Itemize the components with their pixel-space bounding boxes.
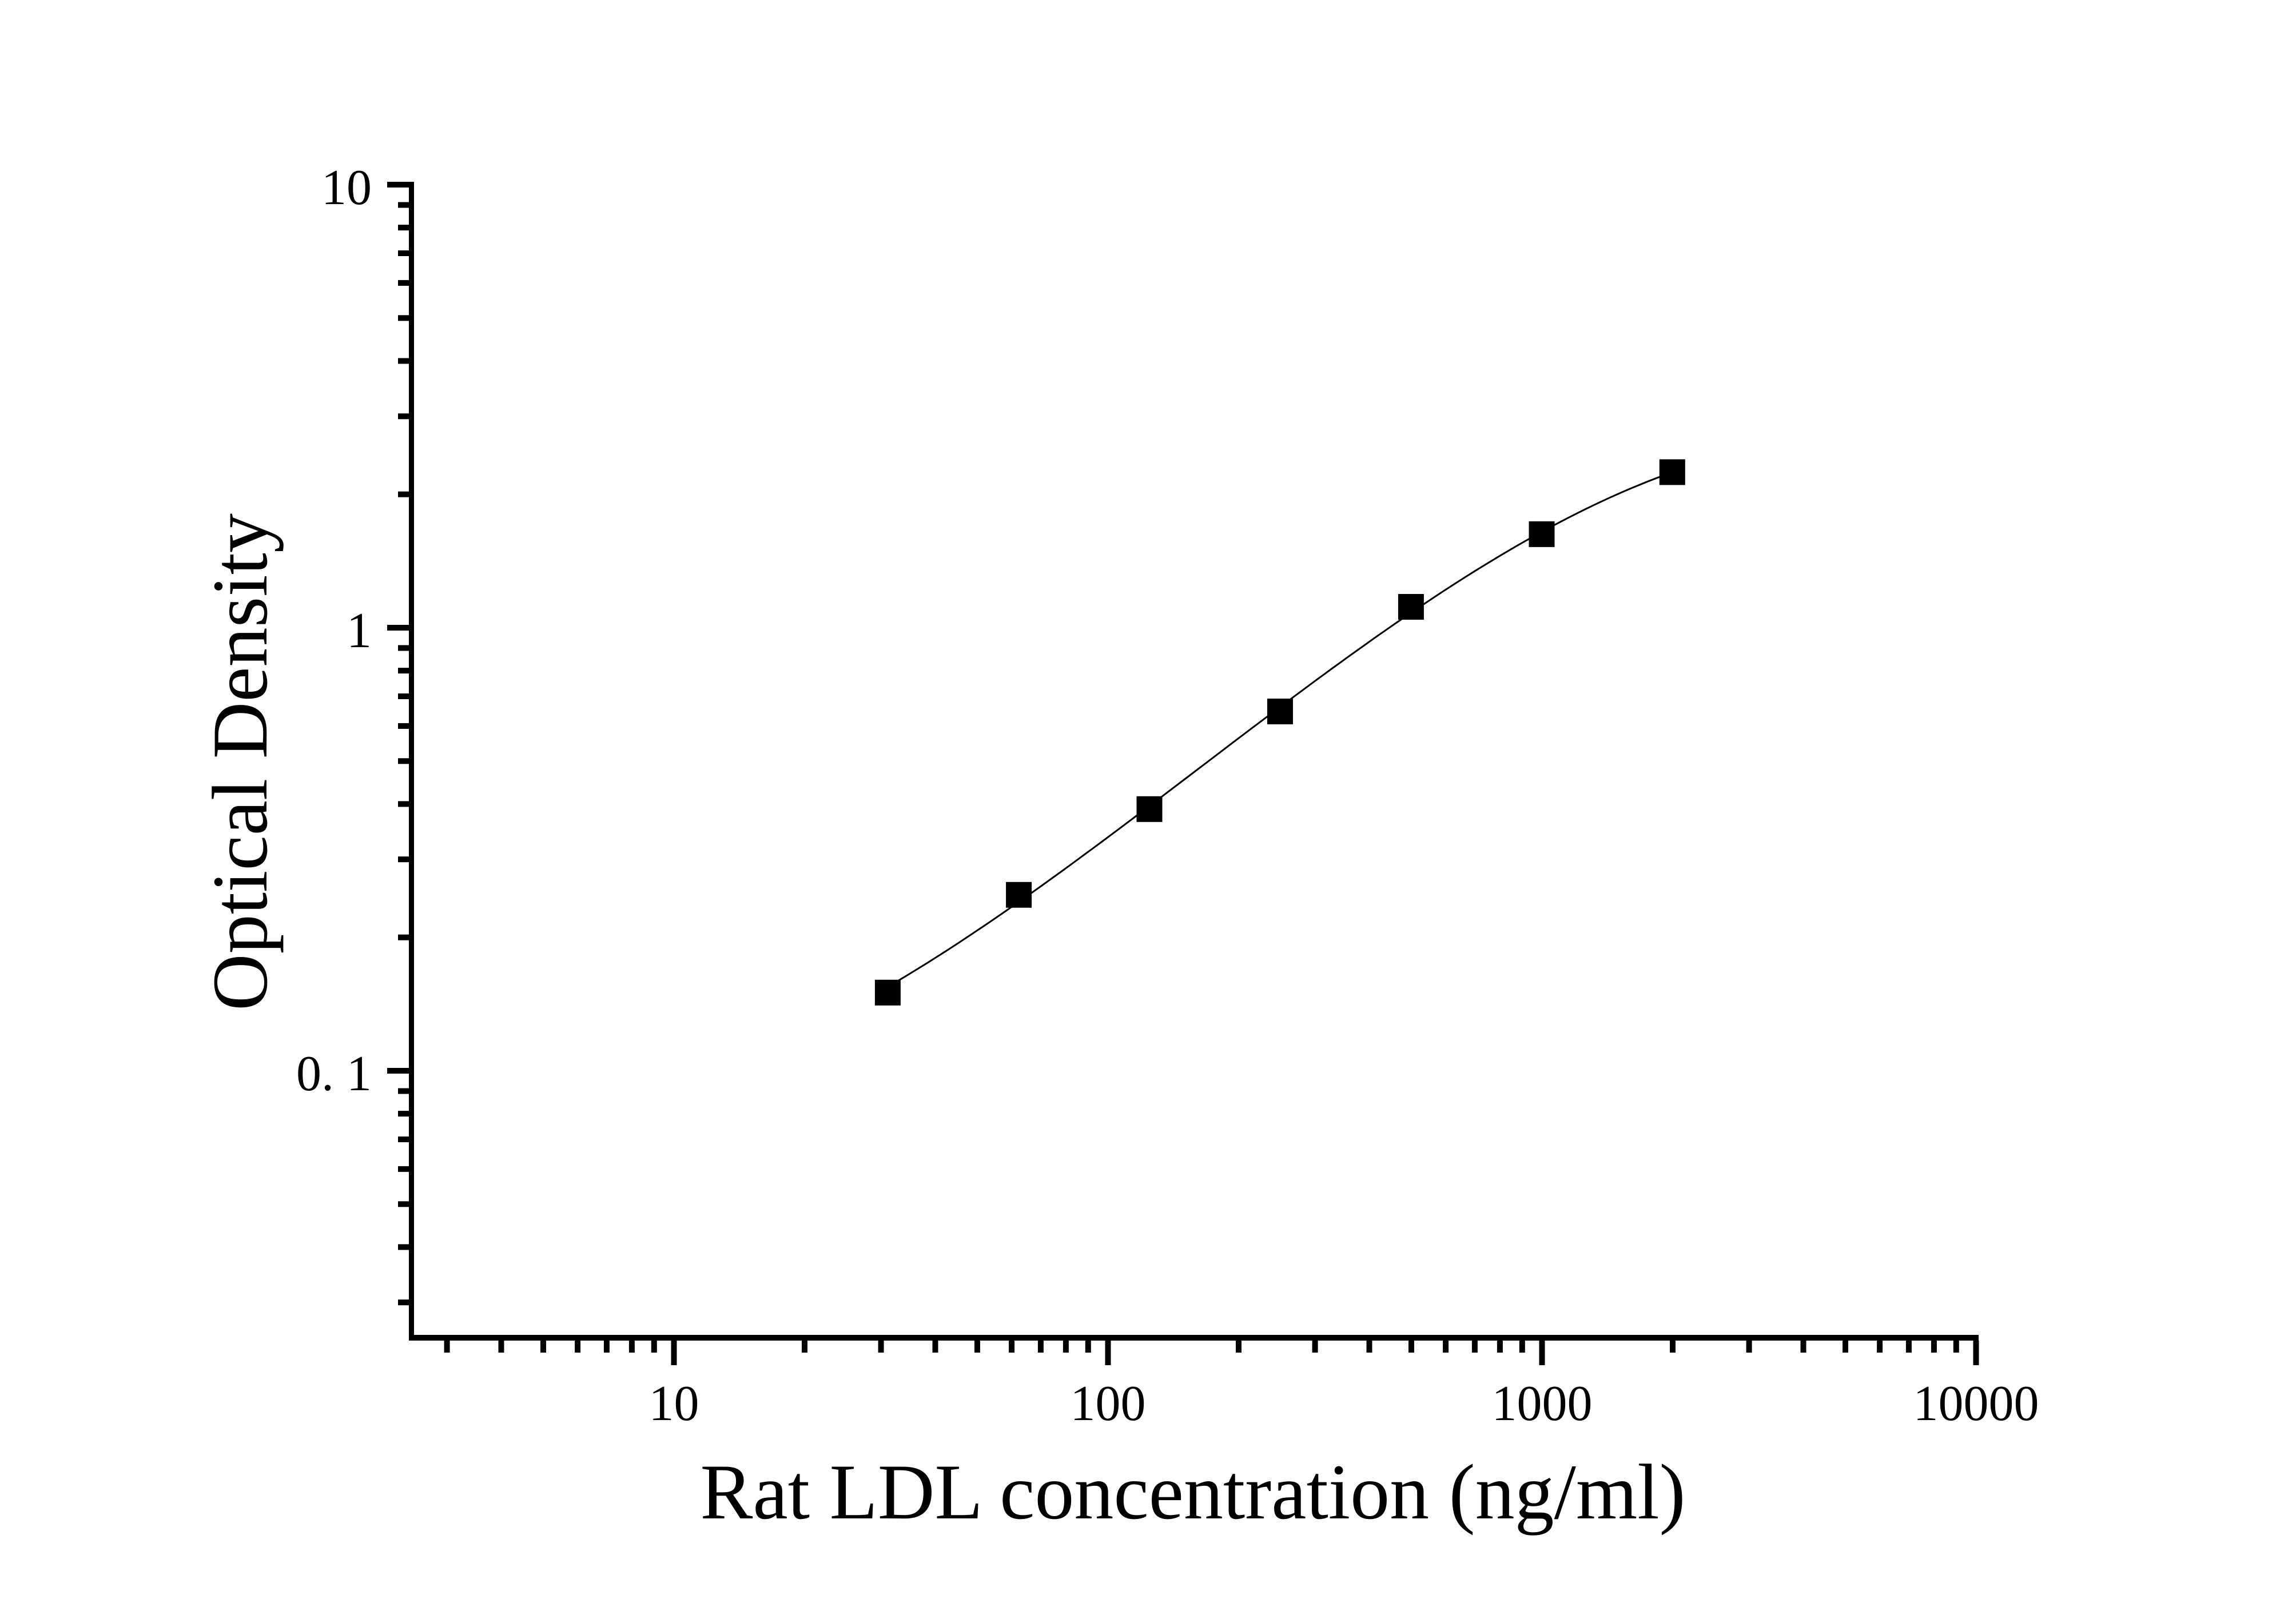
svg-text:10000: 10000 — [1913, 1376, 2039, 1431]
svg-text:1: 1 — [347, 603, 372, 659]
svg-text:10: 10 — [321, 160, 372, 216]
svg-text:1000: 1000 — [1492, 1376, 1593, 1431]
svg-text:Optical Density: Optical Density — [196, 513, 284, 1011]
svg-text:Rat LDL concentration (ng/ml): Rat LDL concentration (ng/ml) — [700, 1448, 1685, 1536]
svg-text:100: 100 — [1071, 1376, 1146, 1431]
svg-text:10: 10 — [649, 1376, 699, 1431]
svg-text:0. 1: 0. 1 — [296, 1046, 372, 1102]
